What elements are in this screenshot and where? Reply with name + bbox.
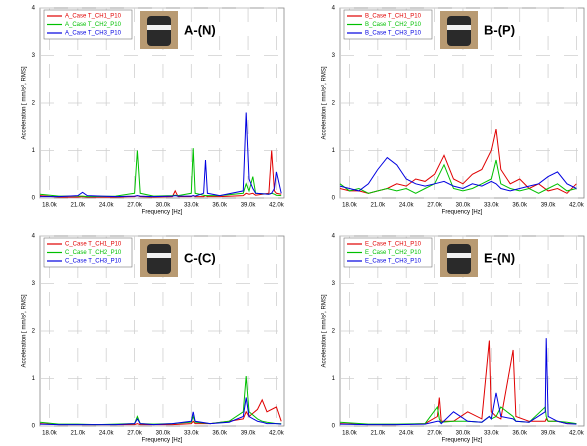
photo-object: [147, 16, 171, 46]
legend-label: C_Case T_CH1_P10: [65, 242, 122, 248]
x-tick-label: 21.0k: [370, 431, 386, 437]
x-tick-label: 27.0k: [127, 431, 143, 437]
x-tick-label: 42.0k: [269, 431, 285, 437]
y-tick-label: 1: [32, 376, 36, 382]
x-tick-label: 27.0k: [127, 203, 143, 209]
x-axis-label: Frequency [Hz]: [442, 438, 483, 444]
y-tick-label: 3: [32, 53, 36, 59]
x-tick-label: 21.0k: [70, 431, 86, 437]
legend-label: C_Case T_CH3_P10: [65, 259, 122, 265]
legend-label: A_Case T_CH1_P10: [65, 14, 122, 20]
x-axis-label: Frequency [Hz]: [142, 438, 183, 444]
x-tick-label: 30.0k: [156, 203, 172, 209]
x-tick-label: 39.0k: [241, 431, 257, 437]
panel: 0 1 2 3 4 18.0k 21.0k 24.0k 27.0k 30.0k 33.0k 36.0k…: [322, 234, 585, 444]
x-tick-label: 33.0k: [184, 431, 200, 437]
photo-band: [147, 25, 171, 30]
x-tick-label: 24.0k: [99, 431, 115, 437]
x-tick-label: 21.0k: [70, 203, 86, 209]
x-tick-label: 42.0k: [569, 431, 585, 437]
x-tick-label: 36.0k: [512, 203, 528, 209]
legend-label: A_Case T_CH3_P10: [65, 31, 122, 37]
y-tick-label: 2: [32, 329, 36, 335]
x-tick-label: 24.0k: [399, 431, 415, 437]
x-tick-label: 24.0k: [399, 203, 415, 209]
legend-label: B_Case T_CH3_P10: [365, 31, 422, 37]
y-tick-label: 0: [332, 196, 336, 202]
photo-band: [447, 25, 471, 30]
y-tick-label: 4: [32, 234, 36, 240]
y-tick-label: 0: [32, 196, 36, 202]
x-tick-label: 18.0k: [42, 203, 58, 209]
y-tick-label: 3: [332, 281, 336, 287]
x-tick-label: 30.0k: [456, 203, 472, 209]
x-tick-label: 36.0k: [212, 203, 228, 209]
y-tick-label: 4: [32, 6, 36, 12]
x-tick-label: 33.0k: [484, 203, 500, 209]
legend-label: E_Case T_CH1_P10: [365, 242, 422, 248]
x-axis-label: Frequency [Hz]: [142, 210, 183, 216]
y-tick-label: 3: [32, 281, 36, 287]
x-tick-label: 18.0k: [342, 203, 358, 209]
legend-label: C_Case T_CH2_P10: [65, 250, 122, 256]
photo-object: [447, 244, 471, 274]
panel-title: C-(C): [184, 250, 216, 265]
x-tick-label: 39.0k: [241, 203, 257, 209]
legend-label: E_Case T_CH3_P10: [365, 259, 422, 265]
x-tick-label: 30.0k: [456, 431, 472, 437]
legend-label: E_Case T_CH2_P10: [365, 250, 422, 256]
y-tick-label: 0: [32, 424, 36, 430]
panel: 0 1 2 3 4 18.0k 21.0k 24.0k 27.0k 30.0k 33.0k 36.0k…: [322, 6, 585, 216]
y-axis-label: Acceleration [ mm/s², RMS]: [22, 66, 28, 139]
photo-object: [447, 16, 471, 46]
panel-title: A-(N): [184, 22, 216, 37]
x-tick-label: 18.0k: [342, 431, 358, 437]
photo-object: [147, 244, 171, 274]
legend-label: A_Case T_CH2_P10: [65, 22, 122, 28]
x-tick-label: 27.0k: [427, 431, 443, 437]
panel-title: E-(N): [484, 250, 515, 265]
y-tick-label: 1: [332, 148, 336, 154]
x-tick-label: 42.0k: [269, 203, 285, 209]
panel: 0 1 2 3 4 18.0k 21.0k 24.0k 27.0k 30.0k 33.0k 36.0k…: [22, 234, 285, 444]
x-tick-label: 30.0k: [156, 431, 172, 437]
x-tick-label: 39.0k: [541, 431, 557, 437]
x-tick-label: 36.0k: [512, 431, 528, 437]
x-tick-label: 42.0k: [569, 203, 585, 209]
x-tick-label: 21.0k: [370, 203, 386, 209]
y-tick-label: 4: [332, 234, 336, 240]
chart-figure: 0 1 2 3 4 18.0k 21.0k 24.0k 27.0k 30.0k 33.0k 36.0k…: [0, 0, 587, 446]
x-tick-label: 33.0k: [484, 431, 500, 437]
x-tick-label: 18.0k: [42, 431, 58, 437]
x-tick-label: 36.0k: [212, 431, 228, 437]
y-axis-label: Acceleration [ mm/s², RMS]: [322, 66, 328, 139]
panel: 0 1 2 3 4 18.0k 21.0k 24.0k 27.0k 30.0k 33.0k 36.0k…: [22, 6, 285, 216]
x-tick-label: 27.0k: [427, 203, 443, 209]
legend-label: B_Case T_CH1_P10: [365, 14, 422, 20]
legend-label: B_Case T_CH2_P10: [365, 22, 422, 28]
photo-band: [147, 253, 171, 258]
y-tick-label: 3: [332, 53, 336, 59]
y-axis-label: Acceleration [ mm/s², RMS]: [22, 294, 28, 367]
x-tick-label: 24.0k: [99, 203, 115, 209]
y-tick-label: 2: [332, 101, 336, 107]
y-tick-label: 0: [332, 424, 336, 430]
x-tick-label: 39.0k: [541, 203, 557, 209]
y-axis-label: Acceleration [ mm/s², RMS]: [322, 294, 328, 367]
panel-title: B-(P): [484, 22, 515, 37]
y-tick-label: 2: [332, 329, 336, 335]
x-axis-label: Frequency [Hz]: [442, 210, 483, 216]
y-tick-label: 4: [332, 6, 336, 12]
y-tick-label: 1: [32, 148, 36, 154]
y-tick-label: 2: [32, 101, 36, 107]
photo-band: [447, 253, 471, 258]
x-tick-label: 33.0k: [184, 203, 200, 209]
y-tick-label: 1: [332, 376, 336, 382]
